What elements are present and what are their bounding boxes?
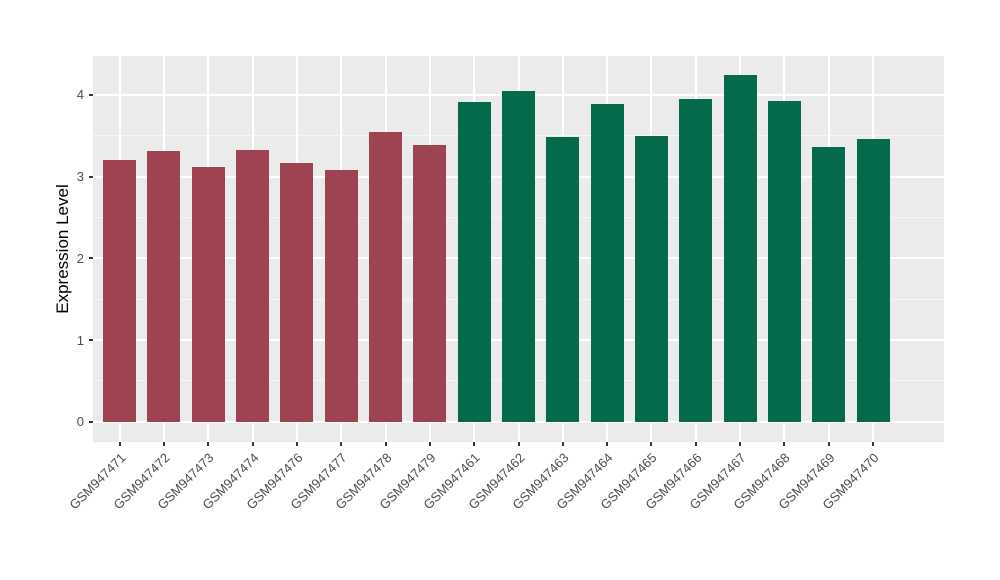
bar-GSM947468 [767, 101, 801, 422]
y-tick-mark [89, 339, 93, 342]
x-tick-mark [783, 442, 786, 446]
x-tick-mark [606, 442, 609, 446]
y-tick-mark [89, 257, 93, 260]
y-tick-mark [89, 93, 93, 96]
x-tick-mark [162, 442, 165, 446]
plot-panel [93, 56, 944, 442]
bar-GSM947479 [413, 144, 447, 422]
bar-GSM947473 [191, 166, 225, 422]
bar-GSM947476 [280, 163, 314, 422]
x-tick-mark [872, 442, 875, 446]
x-tick-mark [517, 442, 520, 446]
bar-GSM947465 [634, 135, 668, 422]
bar-GSM947471 [103, 160, 137, 422]
x-tick-mark [251, 442, 254, 446]
bar-GSM947477 [324, 170, 358, 422]
x-tick-mark [384, 442, 387, 446]
x-tick-mark [694, 442, 697, 446]
x-tick-mark [473, 442, 476, 446]
y-tick-label: 2 [76, 250, 84, 266]
x-tick-mark [428, 442, 431, 446]
bar-GSM947474 [236, 149, 270, 422]
x-tick-mark [561, 442, 564, 446]
bar-GSM947472 [147, 151, 181, 422]
bar-GSM947466 [679, 98, 713, 422]
x-tick-mark [650, 442, 653, 446]
bar-GSM947478 [369, 131, 403, 422]
y-axis-title: Expression Level [53, 184, 72, 314]
bar-GSM947461 [457, 102, 491, 422]
y-tick-mark [89, 420, 93, 423]
y-tick-label: 3 [76, 169, 84, 185]
x-tick-mark [340, 442, 343, 446]
y-tick-mark [89, 175, 93, 178]
x-tick-mark [118, 442, 121, 446]
y-tick-label: 1 [76, 332, 84, 348]
bar-GSM947462 [502, 90, 535, 422]
bar-GSM947463 [546, 137, 580, 422]
x-tick-mark [827, 442, 830, 446]
x-tick-mark [295, 442, 298, 446]
bar-GSM947469 [812, 147, 846, 422]
x-tick-mark [207, 442, 210, 446]
bar-GSM947470 [856, 138, 890, 422]
y-tick-label: 4 [76, 87, 84, 103]
y-tick-label: 0 [76, 414, 84, 430]
x-tick-mark [739, 442, 742, 446]
bar-GSM947464 [590, 103, 624, 422]
bar-GSM947467 [723, 75, 757, 422]
